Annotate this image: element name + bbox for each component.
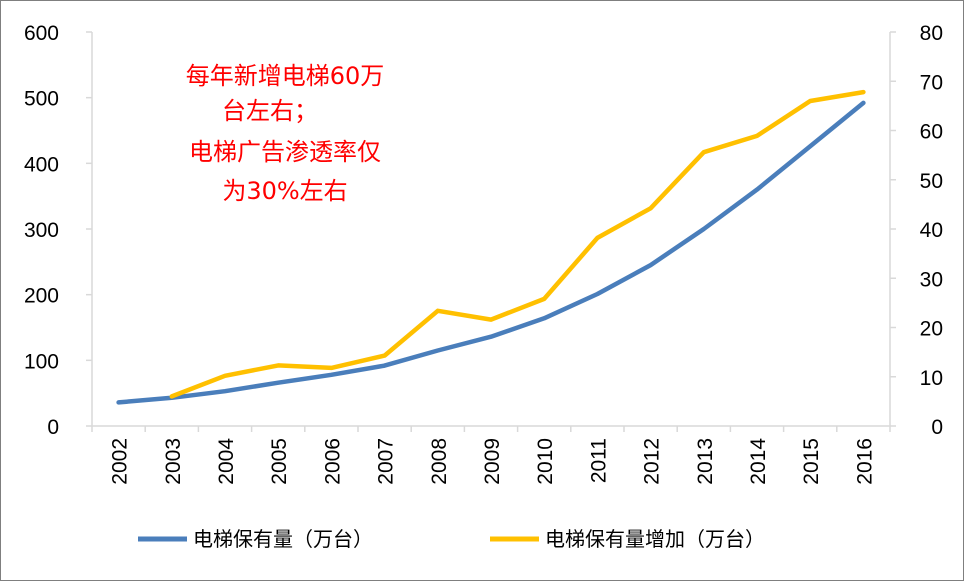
right-tick-label: 40 (920, 219, 943, 242)
annotation-line-3: 电梯广告渗透率仅 (189, 138, 381, 166)
legend-label-stock: 电梯保有量（万台） (193, 527, 373, 551)
x-tick-label: 2015 (800, 438, 823, 485)
right-tick-label: 50 (920, 170, 943, 193)
left-axis-ticks: 0 100 200 300 400 500 600 (24, 22, 92, 439)
x-tick-label: 2013 (694, 438, 717, 485)
series-line-stock (116, 100, 866, 405)
left-tick-label: 500 (24, 88, 59, 111)
series-lines (116, 89, 866, 405)
left-tick-label: 100 (24, 350, 59, 373)
left-tick-label: 300 (24, 219, 59, 242)
legend-label-increase: 电梯保有量增加（万台） (545, 527, 765, 551)
right-tick-label: 10 (920, 367, 943, 390)
left-tick-label: 200 (24, 285, 59, 308)
x-tick-label: 2002 (109, 438, 132, 485)
annotation-line-2: 台左右； (222, 97, 318, 125)
right-tick-label: 30 (920, 268, 943, 291)
x-tick-label: 2011 (587, 438, 610, 483)
right-axis-ticks: 0 10 20 30 40 50 60 70 80 (890, 22, 943, 439)
annotation-line-1: 每年新增电梯60万 (186, 62, 385, 90)
series-line-increase (169, 89, 866, 399)
x-axis-ticks: 2002 2003 2004 2005 2006 2007 2008 2009 2010 2011… (91, 426, 891, 485)
x-tick-label: 2009 (481, 438, 504, 485)
left-tick-label: 0 (47, 416, 59, 439)
x-tick-label: 2016 (853, 438, 876, 485)
right-tick-label: 80 (920, 22, 943, 45)
right-tick-label: 20 (920, 318, 943, 341)
right-tick-label: 0 (931, 416, 943, 439)
x-tick-label: 2004 (215, 438, 238, 485)
right-tick-label: 70 (920, 71, 943, 94)
x-tick-label: 2005 (268, 438, 291, 485)
x-tick-label: 2003 (162, 438, 185, 485)
left-tick-label: 600 (24, 22, 59, 45)
x-tick-label: 2014 (747, 438, 770, 485)
x-tick-label: 2006 (321, 438, 344, 485)
x-tick-label: 2010 (534, 438, 557, 485)
right-tick-label: 60 (920, 121, 943, 144)
x-tick-label: 2012 (641, 438, 664, 485)
left-tick-label: 400 (24, 153, 59, 176)
x-tick-label: 2008 (428, 438, 451, 485)
x-tick-label: 2007 (375, 438, 398, 485)
annotation-line-4: 为30%左右 (222, 177, 347, 205)
